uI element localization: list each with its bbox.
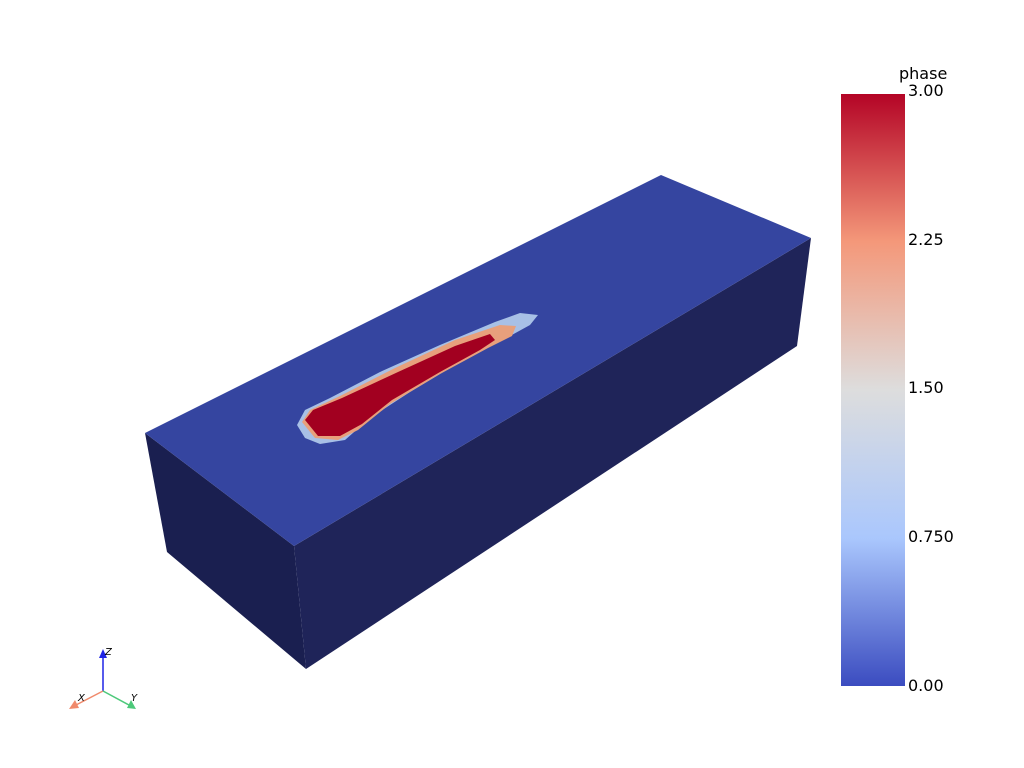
scalar-bar-tick: 1.50 — [908, 378, 944, 397]
scalar-bar-tick: 3.00 — [908, 81, 944, 100]
x-axis-label: X — [77, 693, 86, 704]
orientation-axes: Z X Y — [69, 647, 138, 709]
z-axis-label: Z — [104, 647, 113, 658]
scalar-bar-title: phase — [899, 64, 948, 83]
scalar-bar — [841, 94, 905, 686]
scalar-bar-tick: 2.25 — [908, 230, 944, 249]
mesh-box[interactable] — [145, 175, 811, 669]
melt-pool — [297, 313, 538, 444]
y-arrow-icon — [127, 700, 136, 709]
scalar-bar-tick: 0.750 — [908, 527, 954, 546]
pool-core — [305, 334, 495, 436]
scalar-bar-tick: 0.00 — [908, 676, 944, 695]
box-front-face — [294, 238, 811, 669]
x-arrow-icon — [69, 700, 79, 709]
box-left-face — [145, 433, 306, 669]
z-arrow-icon — [99, 649, 107, 658]
y-axis-label: Y — [131, 693, 138, 704]
box-top-face — [145, 175, 811, 546]
